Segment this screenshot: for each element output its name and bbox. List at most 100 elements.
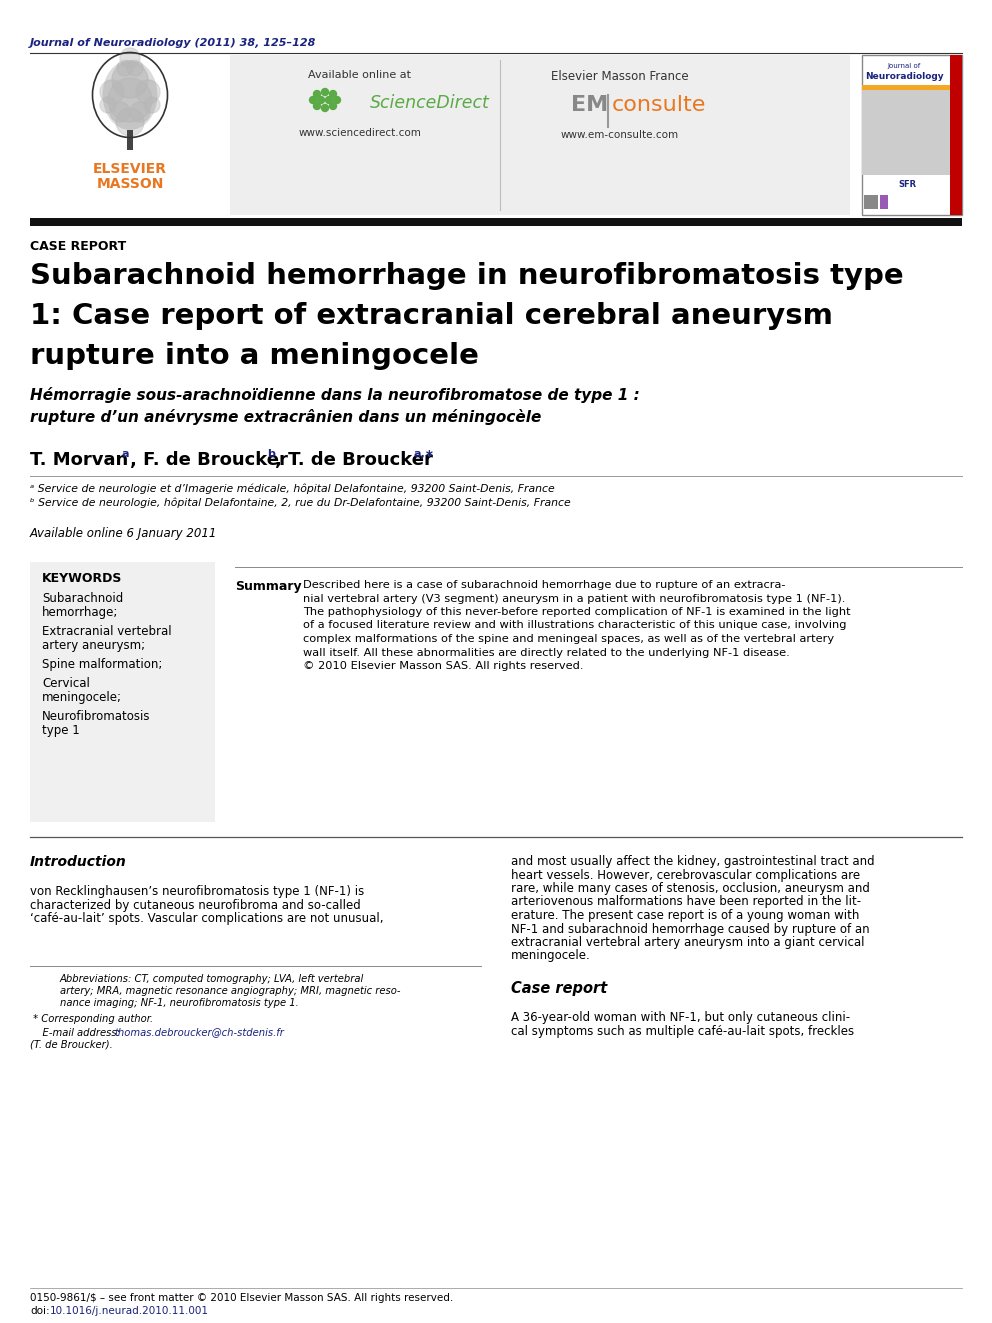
Text: artery; MRA, magnetic resonance angiography; MRI, magnetic reso-: artery; MRA, magnetic resonance angiogra… [60,986,401,995]
Text: Journal of: Journal of [888,64,921,69]
Text: meningocele.: meningocele. [511,950,591,963]
Text: A 36-year-old woman with NF-1, but only cutaneous clini-: A 36-year-old woman with NF-1, but only … [511,1011,850,1024]
Circle shape [321,89,328,95]
Text: Described here is a case of subarachnoid hemorrhage due to rupture of an extracr: Described here is a case of subarachnoid… [303,579,786,590]
Text: Spine malformation;: Spine malformation; [42,658,163,671]
Text: meningocele;: meningocele; [42,691,122,704]
Text: wall itself. All these abnormalities are directly related to the underlying NF-1: wall itself. All these abnormalities are… [303,647,790,658]
Text: cal symptoms such as multiple café-au-lait spots, freckles: cal symptoms such as multiple café-au-la… [511,1024,854,1037]
Circle shape [329,90,336,98]
Text: E-mail address:: E-mail address: [30,1028,123,1037]
Circle shape [310,97,316,103]
Text: b: b [267,448,275,459]
Text: ScienceDirect: ScienceDirect [370,94,490,112]
Text: thomas.debroucker@ch-stdenis.fr: thomas.debroucker@ch-stdenis.fr [114,1028,284,1037]
Text: heart vessels. However, cerebrovascular complications are: heart vessels. However, cerebrovascular … [511,868,860,881]
Text: Subarachnoid hemorrhage in neurofibromatosis type: Subarachnoid hemorrhage in neurofibromat… [30,262,904,290]
Text: Subarachnoid: Subarachnoid [42,591,123,605]
Text: extracranial vertebral artery aneurysm into a giant cervical: extracranial vertebral artery aneurysm i… [511,935,864,949]
Text: doi:: doi: [30,1306,50,1316]
Text: www.sciencedirect.com: www.sciencedirect.com [299,128,422,138]
Text: , F. de Broucker: , F. de Broucker [130,451,288,468]
Text: ‘café-au-lait’ spots. Vascular complications are not unusual,: ‘café-au-lait’ spots. Vascular complicat… [30,912,384,925]
Circle shape [333,97,340,103]
Text: EM: EM [570,95,608,115]
Text: Cervical: Cervical [42,677,90,691]
Text: ᵃ Service de neurologie et d’Imagerie médicale, hôpital Delafontaine, 93200 Sain: ᵃ Service de neurologie et d’Imagerie mé… [30,483,555,493]
Circle shape [317,97,324,103]
Circle shape [112,62,148,98]
Text: nance imaging; NF-1, neurofibromatosis type 1.: nance imaging; NF-1, neurofibromatosis t… [60,998,299,1008]
Circle shape [108,78,152,122]
Circle shape [321,105,328,111]
Bar [950,56,962,216]
Text: type 1: type 1 [42,724,79,737]
Text: Introduction: Introduction [30,855,127,869]
Text: nial vertebral artery (V3 segment) aneurysm in a patient with neurofibromatosis : nial vertebral artery (V3 segment) aneur… [303,594,845,603]
Bar [30,218,962,226]
Circle shape [136,79,160,105]
Bar [127,130,133,149]
Circle shape [144,97,160,112]
Text: rare, while many cases of stenosis, occlusion, aneurysm and: rare, while many cases of stenosis, occl… [511,882,870,894]
Text: rupture d’un anévrysme extracrânien dans un méningocèle: rupture d’un anévrysme extracrânien dans… [30,409,542,425]
Text: T. Morvan: T. Morvan [30,451,128,468]
Text: characterized by cutaneous neurofibroma and so-called: characterized by cutaneous neurofibroma … [30,898,361,912]
Text: complex malformations of the spine and meningeal spaces, as well as of the verte: complex malformations of the spine and m… [303,634,834,644]
Text: arteriovenous malformations have been reported in the lit-: arteriovenous malformations have been re… [511,896,861,909]
Circle shape [329,102,336,110]
Circle shape [313,90,320,98]
Text: KEYWORDS: KEYWORDS [42,572,122,585]
Text: artery aneurysm;: artery aneurysm; [42,639,145,652]
Text: NF-1 and subarachnoid hemorrhage caused by rupture of an: NF-1 and subarachnoid hemorrhage caused … [511,922,870,935]
Circle shape [110,102,130,122]
Circle shape [325,97,332,103]
Circle shape [120,48,140,67]
Circle shape [127,60,143,75]
Text: Abbreviations: CT, computed tomography; LVA, left vertebral: Abbreviations: CT, computed tomography; … [60,974,364,983]
Text: Case report: Case report [511,980,607,996]
Text: CASE REPORT: CASE REPORT [30,239,126,253]
Bar [880,194,888,209]
Text: * Corresponding author.: * Corresponding author. [30,1013,153,1024]
Circle shape [100,79,124,105]
Text: rupture into a meningocele: rupture into a meningocele [30,343,479,370]
Text: erature. The present case report is of a young woman with: erature. The present case report is of a… [511,909,859,922]
Circle shape [313,102,320,110]
Circle shape [117,60,133,75]
Bar [30,562,215,822]
Text: Neurofibromatosis: Neurofibromatosis [42,710,151,722]
Text: SFR: SFR [898,180,916,189]
Text: Available online at: Available online at [309,70,412,79]
Circle shape [116,108,144,136]
Bar [862,56,962,216]
Bar [862,90,950,175]
Text: a: a [122,448,130,459]
Text: (T. de Broucker).: (T. de Broucker). [30,1040,113,1049]
Text: ᵇ Service de neurologie, hôpital Delafontaine, 2, rue du Dr-Delafontaine, 93200 : ᵇ Service de neurologie, hôpital Delafon… [30,497,570,508]
Text: Journal of Neuroradiology (2011) 38, 125–128: Journal of Neuroradiology (2011) 38, 125… [30,38,316,48]
Text: Hémorragie sous-arachnoïdienne dans la neurofibromatose de type 1 :: Hémorragie sous-arachnoïdienne dans la n… [30,388,640,404]
Text: Available online 6 January 2011: Available online 6 January 2011 [30,527,217,540]
Text: 10.1016/j.neurad.2010.11.001: 10.1016/j.neurad.2010.11.001 [50,1306,209,1316]
Bar [864,194,878,209]
Text: © 2010 Elsevier Masson SAS. All rights reserved.: © 2010 Elsevier Masson SAS. All rights r… [303,662,583,671]
Text: Extracranial vertebral: Extracranial vertebral [42,624,172,638]
Text: www.em-consulte.com: www.em-consulte.com [560,130,680,140]
Text: hemorrhage;: hemorrhage; [42,606,118,619]
Bar [230,56,850,216]
Circle shape [130,102,150,122]
Text: Elsevier Masson France: Elsevier Masson France [552,70,688,83]
Text: of a focused literature review and with illustrations characteristic of this uni: of a focused literature review and with … [303,620,846,631]
Text: von Recklinghausen’s neurofibromatosis type 1 (NF-1) is: von Recklinghausen’s neurofibromatosis t… [30,885,364,898]
Text: , T. de Broucker: , T. de Broucker [275,451,433,468]
Text: and most usually affect the kidney, gastrointestinal tract and: and most usually affect the kidney, gast… [511,855,875,868]
Text: Neuroradiology: Neuroradiology [865,71,943,81]
Text: consulte: consulte [612,95,706,115]
Text: a,∗: a,∗ [414,448,435,459]
Bar [862,85,950,90]
Ellipse shape [102,60,158,130]
Text: MASSON: MASSON [96,177,164,191]
Text: 0150-9861/$ – see front matter © 2010 Elsevier Masson SAS. All rights reserved.: 0150-9861/$ – see front matter © 2010 El… [30,1293,453,1303]
Text: ELSEVIER: ELSEVIER [93,161,167,176]
